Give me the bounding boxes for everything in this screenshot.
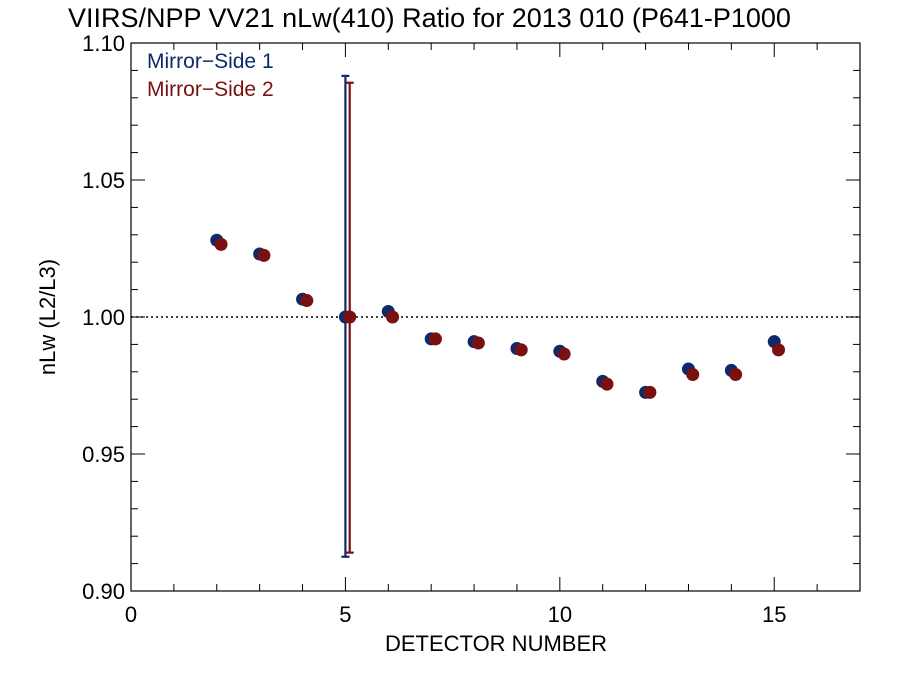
data-point-series-2: [643, 385, 657, 399]
plot-frame: [130, 42, 861, 592]
data-point-series-2: [343, 310, 357, 324]
y-axis-label: nLw (L2/L3): [35, 259, 60, 375]
x-tick-label: 5: [339, 602, 351, 627]
x-tick-label: 10: [548, 602, 572, 627]
y-tick-label: 1.10: [82, 31, 125, 56]
data-point-series-2: [471, 336, 485, 350]
data-point-series-2: [300, 294, 314, 308]
data-point-series-2: [729, 368, 743, 382]
y-tick-label: 0.90: [82, 579, 125, 604]
data-point-series-2: [686, 368, 700, 382]
data-point-series-2: [514, 343, 528, 357]
data-point-series-2: [557, 347, 571, 361]
y-tick-label: 0.95: [82, 442, 125, 467]
y-tick-label: 1.00: [82, 305, 125, 330]
data-point-series-2: [600, 377, 614, 391]
axis-ticks: [130, 42, 860, 592]
legend-label-mirror-side-2: Mirror−Side 2: [147, 78, 274, 101]
y-tick-label: 1.05: [82, 168, 125, 193]
x-tick-label: 15: [762, 602, 786, 627]
legend-label-mirror-side-1: Mirror−Side 1: [147, 50, 274, 73]
tick-labels: 0 5 10 15 0.90 0.95 1.00 1.05 1.10: [82, 31, 786, 627]
x-tick-label: 0: [125, 602, 137, 627]
data-points: [210, 233, 786, 399]
legend: Mirror−Side 1 Mirror−Side 2: [147, 50, 274, 101]
data-point-series-2: [772, 343, 786, 357]
data-point-series-2: [214, 237, 228, 251]
x-axis-label: DETECTOR NUMBER: [385, 631, 607, 656]
chart-title: VIIRS/NPP VV21 nLw(410) Ratio for 2013 0…: [68, 3, 791, 33]
data-point-series-2: [428, 332, 442, 346]
data-point-series-2: [386, 310, 400, 324]
data-point-series-2: [257, 248, 271, 262]
